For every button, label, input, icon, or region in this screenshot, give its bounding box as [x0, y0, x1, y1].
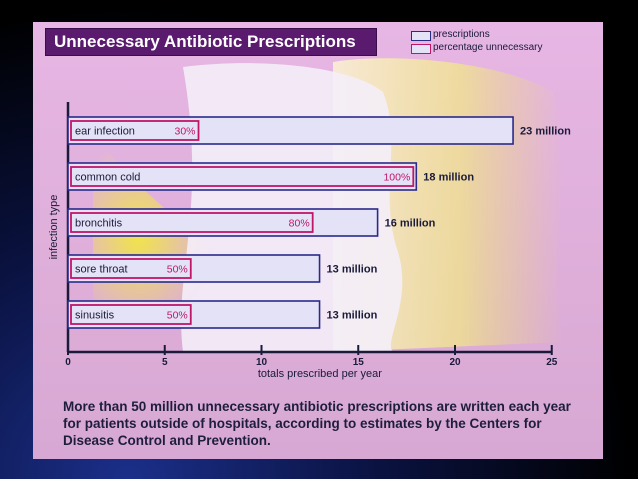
x-tick-label: 15 [353, 357, 365, 368]
caption: More than 50 million unnecessary antibio… [63, 399, 571, 448]
x-axis-label: totals prescribed per year [258, 368, 382, 380]
bar-percentage-unnecessary [70, 212, 314, 233]
total-data-label: 16 million [385, 218, 436, 230]
legend-label-percentage: percentage unnecessary [433, 42, 543, 53]
bar-percentage-unnecessary [70, 166, 415, 187]
percentage-data-label: 50% [167, 264, 188, 276]
category-label: bronchitis [75, 218, 123, 230]
category-label: sore throat [75, 264, 128, 276]
legend-swatch-prescriptions [411, 31, 431, 41]
category-label: common cold [75, 172, 140, 184]
bar-percentage-unnecessary [70, 304, 192, 325]
total-data-label: 23 million [520, 126, 571, 138]
bar-percentage-unnecessary [70, 120, 200, 141]
percentage-data-label: 80% [289, 218, 310, 230]
x-tick-label: 0 [65, 357, 71, 368]
x-tick-label: 20 [449, 357, 461, 368]
legend-swatch-percentage [411, 44, 431, 54]
slide: Unnecessary Antibiotic Prescriptions pre… [33, 22, 603, 459]
y-axis-label: infection type [48, 195, 60, 260]
bar-percentage-unnecessary [70, 258, 192, 279]
title-bar: Unnecessary Antibiotic Prescriptions [45, 28, 377, 56]
category-label: ear infection [75, 126, 135, 138]
total-data-label: 13 million [327, 264, 378, 276]
percentage-data-label: 30% [174, 126, 195, 138]
bar-chart: 0 5 10 15 20 25 totals prescribed per year infe… [48, 58, 571, 380]
percentage-data-label: 50% [167, 310, 188, 322]
x-tick-label: 10 [256, 357, 268, 368]
percentage-data-label: 100% [383, 172, 410, 184]
chart-title: Unnecessary Antibiotic Prescriptions [54, 32, 356, 51]
total-data-label: 13 million [327, 310, 378, 322]
x-tick-label: 5 [162, 357, 168, 368]
legend-label-prescriptions: prescriptions [433, 29, 490, 40]
x-tick-label: 25 [546, 357, 558, 368]
total-data-label: 18 million [423, 172, 474, 184]
category-label: sinusitis [75, 310, 115, 322]
